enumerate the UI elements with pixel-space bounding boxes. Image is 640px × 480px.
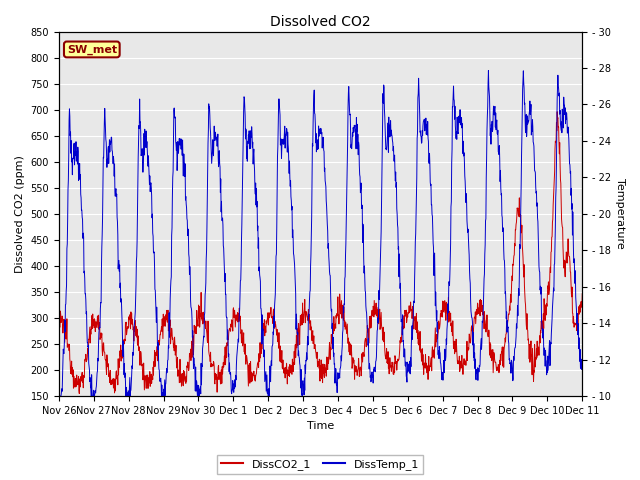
DissCO2_1 — [554, 109, 561, 115]
DissCO2_1 — [172, 349, 179, 355]
DissCO2_1 — [76, 391, 83, 396]
Text: SW_met: SW_met — [67, 44, 117, 55]
DissCO2_1 — [402, 313, 410, 319]
DissTemp_1 — [484, 68, 492, 73]
DissCO2_1 — [55, 324, 63, 329]
Y-axis label: Dissolved CO2 (ppm): Dissolved CO2 (ppm) — [15, 155, 25, 273]
X-axis label: Time: Time — [307, 421, 334, 432]
DissTemp_1 — [579, 364, 586, 370]
Line: DissCO2_1: DissCO2_1 — [59, 112, 582, 394]
DissTemp_1 — [172, 114, 179, 120]
DissTemp_1 — [516, 221, 524, 227]
DissCO2_1 — [579, 291, 586, 297]
DissCO2_1 — [516, 213, 524, 219]
Legend: DissCO2_1, DissTemp_1: DissCO2_1, DissTemp_1 — [216, 455, 424, 474]
Line: DissTemp_1: DissTemp_1 — [59, 71, 582, 396]
Title: Dissolved CO2: Dissolved CO2 — [270, 15, 371, 29]
DissCO2_1 — [159, 336, 167, 341]
DissTemp_1 — [230, 389, 237, 395]
Y-axis label: Temperature: Temperature — [615, 179, 625, 249]
DissTemp_1 — [55, 393, 63, 399]
DissCO2_1 — [470, 315, 478, 321]
DissCO2_1 — [230, 315, 238, 321]
DissTemp_1 — [159, 393, 166, 399]
DissTemp_1 — [470, 341, 477, 347]
DissTemp_1 — [402, 363, 410, 369]
